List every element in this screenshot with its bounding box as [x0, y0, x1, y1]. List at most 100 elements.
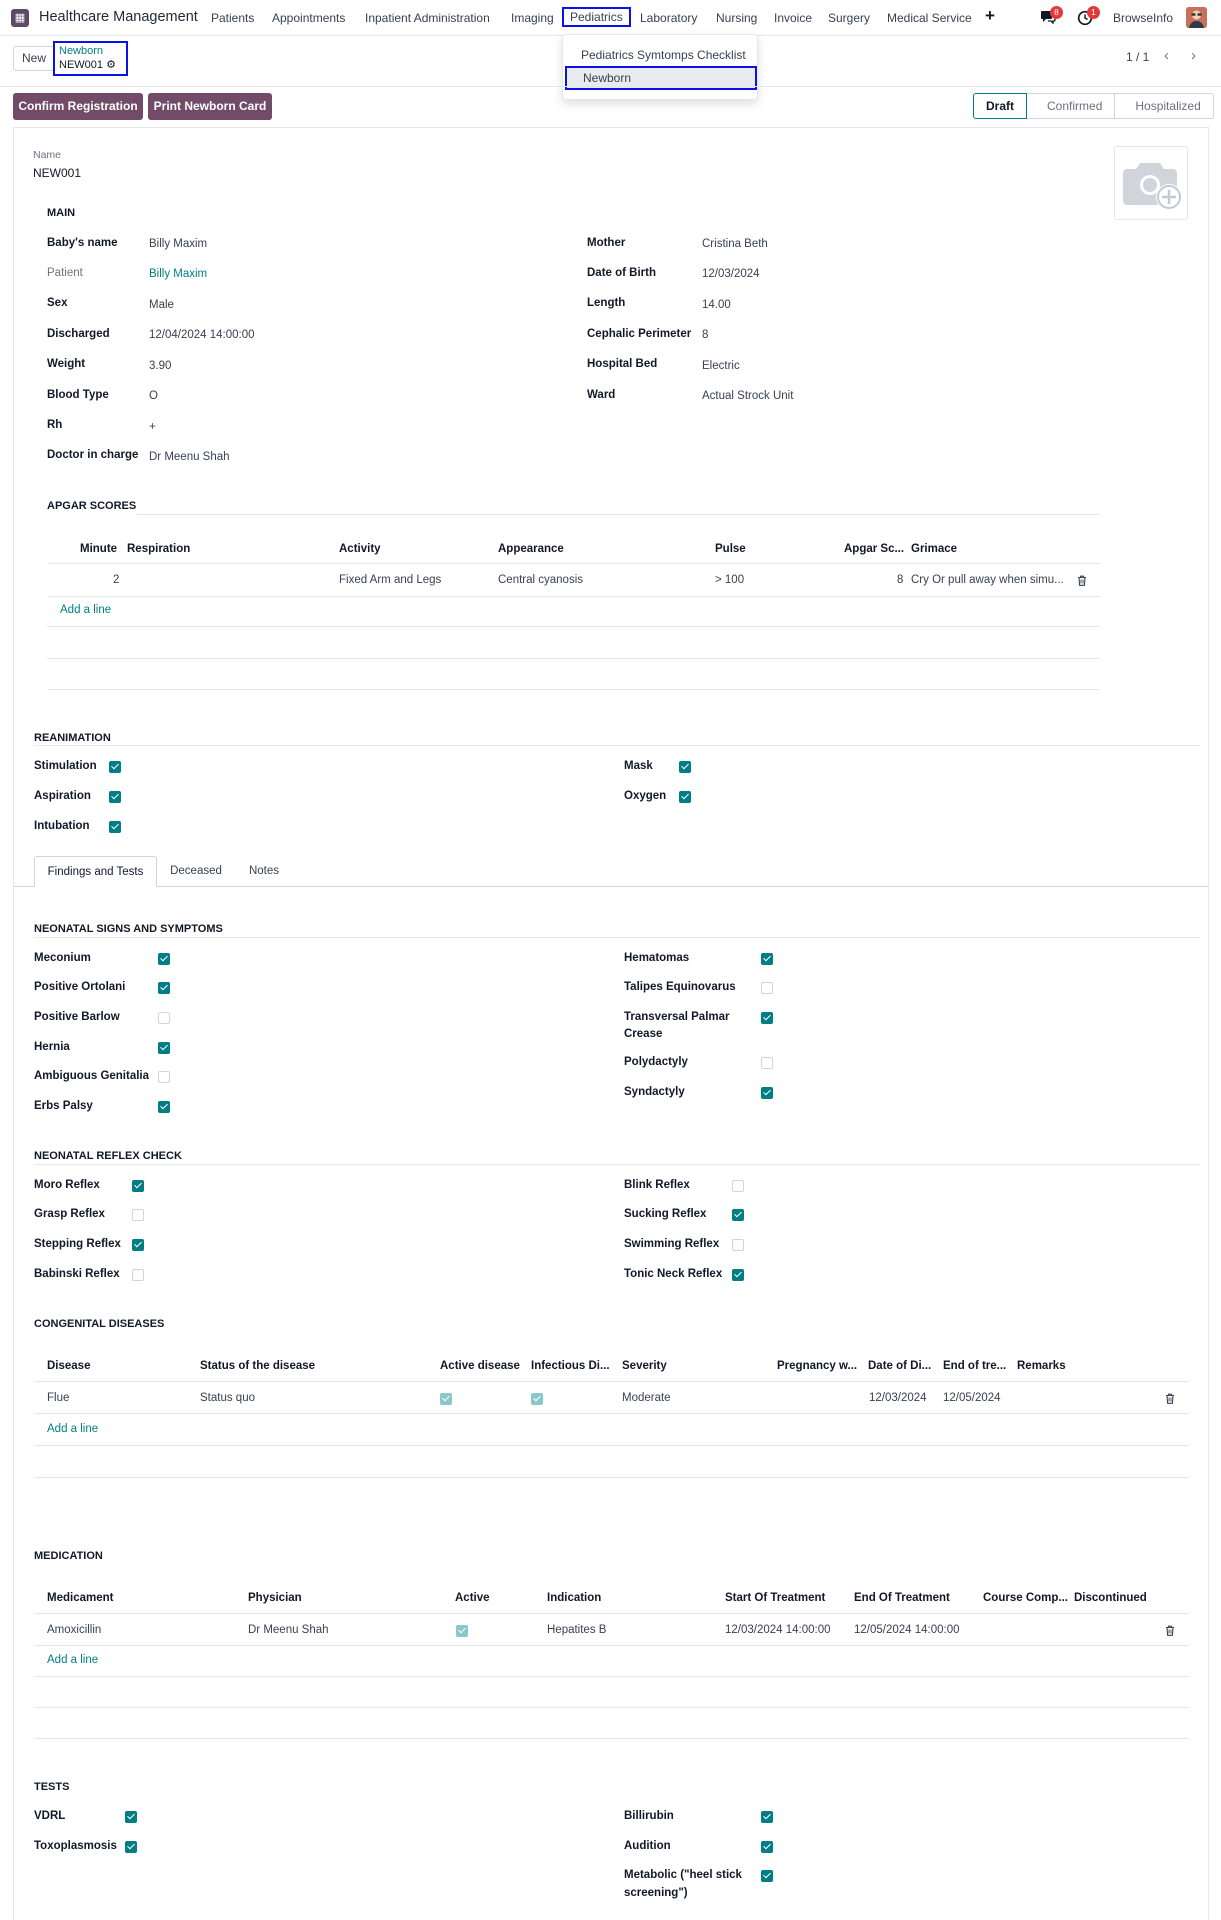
congenital-col-severity[interactable]: Severity [622, 1360, 667, 1372]
medication-col-course[interactable]: Course Comp... [983, 1592, 1068, 1604]
congenital-col-pregnancy[interactable]: Pregnancy w... [777, 1360, 858, 1372]
app-menu-icon[interactable]: ▦ [11, 9, 29, 27]
apgar-col-pulse[interactable]: Pulse [715, 543, 746, 555]
congenital-col-active[interactable]: Active disease [440, 1360, 520, 1372]
grasp-reflex-checkbox[interactable] [132, 1209, 144, 1221]
medication-col-indication[interactable]: Indication [547, 1592, 602, 1604]
medication-col-physician[interactable]: Physician [248, 1592, 302, 1604]
oxygen-checkbox[interactable] [679, 791, 691, 803]
gear-icon[interactable]: ⚙ [106, 59, 116, 71]
name-value[interactable]: NEW001 [33, 166, 82, 180]
vdrl-checkbox[interactable] [125, 1811, 137, 1823]
medication-col-medicament[interactable]: Medicament [47, 1592, 114, 1604]
tab-notes[interactable]: Notes [248, 865, 280, 877]
ward-value[interactable]: Actual Strock Unit [702, 390, 794, 402]
pager-next-icon[interactable]: › [1191, 47, 1196, 64]
stage-confirmed[interactable]: Confirmed [1027, 93, 1116, 119]
print-newborn-card-button[interactable]: Print Newborn Card [148, 93, 272, 120]
medication-col-discontinued[interactable]: Discontinued [1074, 1592, 1147, 1604]
cephalic-perimeter-value[interactable]: 8 [702, 329, 709, 341]
polydactyly-checkbox[interactable] [761, 1057, 773, 1069]
positive-barlow-checkbox[interactable] [158, 1012, 170, 1024]
medication-delete-icon[interactable] [1165, 1625, 1175, 1636]
doctor-in-charge-value[interactable]: Dr Meenu Shah [149, 451, 230, 463]
menu-inpatient-administration[interactable]: Inpatient Administration [365, 11, 490, 25]
menu-nursing[interactable]: Nursing [716, 11, 758, 25]
apgar-col-grimace[interactable]: Grimace [911, 543, 958, 555]
babinski-reflex-checkbox[interactable] [132, 1269, 144, 1281]
menu-surgery[interactable]: Surgery [828, 11, 871, 25]
ambiguous-genitalia-checkbox[interactable] [158, 1071, 170, 1083]
user-avatar[interactable] [1186, 7, 1207, 28]
blood-type-value[interactable]: O [149, 390, 158, 402]
syndactyly-checkbox[interactable] [761, 1087, 773, 1099]
medication-col-active[interactable]: Active [455, 1592, 490, 1604]
mother-value[interactable]: Cristina Beth [702, 238, 768, 250]
positive-ortolani-checkbox[interactable] [158, 982, 170, 994]
apgar-col-score[interactable]: Apgar Sc... [844, 543, 905, 555]
new-button[interactable]: New [13, 46, 55, 71]
erbs-palsy-checkbox[interactable] [158, 1101, 170, 1113]
stage-hospitalized[interactable]: Hospitalized [1115, 93, 1214, 119]
congenital-col-disease[interactable]: Disease [47, 1360, 91, 1372]
hematomas-checkbox[interactable] [761, 953, 773, 965]
toxoplasmosis-checkbox[interactable] [125, 1841, 137, 1853]
pager-value[interactable]: 1 / 1 [1126, 50, 1150, 64]
sucking-reflex-checkbox[interactable] [732, 1209, 744, 1221]
app-brand[interactable]: Healthcare Management [39, 9, 198, 25]
dropdown-item-symptoms-checklist[interactable]: Pediatrics Symtomps Checklist [581, 48, 746, 62]
pager-prev-icon[interactable]: ‹ [1164, 47, 1169, 64]
menu-imaging[interactable]: Imaging [511, 11, 554, 25]
blink-reflex-checkbox[interactable] [732, 1180, 744, 1192]
meconium-checkbox[interactable] [158, 953, 170, 965]
apgar-add-line[interactable]: Add a line [60, 604, 112, 616]
billirubin-checkbox[interactable] [761, 1811, 773, 1823]
aspiration-checkbox[interactable] [109, 791, 121, 803]
congenital-col-remarks[interactable]: Remarks [1017, 1360, 1066, 1372]
transversal-palmar-checkbox[interactable] [761, 1012, 773, 1024]
tab-findings-and-tests[interactable]: Findings and Tests [34, 856, 157, 887]
company-switcher[interactable]: BrowseInfo [1113, 11, 1174, 25]
menu-pediatrics[interactable]: Pediatrics [562, 7, 631, 27]
photo-placeholder[interactable] [1114, 146, 1188, 220]
apgar-col-appearance[interactable]: Appearance [498, 543, 564, 555]
swimming-reflex-checkbox[interactable] [732, 1239, 744, 1251]
menu-appointments[interactable]: Appointments [272, 11, 346, 25]
confirm-registration-button[interactable]: Confirm Registration [13, 93, 143, 120]
congenital-add-line[interactable]: Add a line [47, 1423, 99, 1435]
patient-link[interactable]: Billy Maxim [149, 268, 208, 280]
mask-checkbox[interactable] [679, 761, 691, 773]
talipes-equinovarus-checkbox[interactable] [761, 982, 773, 994]
congenital-col-status[interactable]: Status of the disease [200, 1360, 316, 1372]
medication-add-line[interactable]: Add a line [47, 1654, 99, 1666]
menu-medical-service[interactable]: Medical Service [887, 11, 972, 25]
discharged-value[interactable]: 12/04/2024 14:00:00 [149, 329, 255, 341]
apgar-col-activity[interactable]: Activity [339, 543, 381, 555]
moro-reflex-checkbox[interactable] [132, 1180, 144, 1192]
plus-icon[interactable]: + [985, 6, 995, 25]
apgar-delete-icon[interactable] [1077, 575, 1087, 586]
sex-value[interactable]: Male [149, 299, 174, 311]
breadcrumb-parent-link[interactable]: Newborn [59, 45, 104, 57]
stimulation-checkbox[interactable] [109, 761, 121, 773]
date-of-birth-value[interactable]: 12/03/2024 [702, 268, 760, 280]
intubation-checkbox[interactable] [109, 821, 121, 833]
hospital-bed-value[interactable]: Electric [702, 360, 740, 372]
apgar-col-minute[interactable]: Minute [80, 543, 118, 555]
rh-value[interactable]: + [149, 421, 156, 433]
menu-patients[interactable]: Patients [211, 11, 255, 25]
babys-name-value[interactable]: Billy Maxim [149, 238, 208, 250]
medication-col-end[interactable]: End Of Treatment [854, 1592, 950, 1604]
audition-checkbox[interactable] [761, 1841, 773, 1853]
hernia-checkbox[interactable] [158, 1042, 170, 1054]
tonic-neck-reflex-checkbox[interactable] [732, 1269, 744, 1281]
menu-laboratory[interactable]: Laboratory [640, 11, 698, 25]
menu-invoice[interactable]: Invoice [774, 11, 813, 25]
apgar-col-respiration[interactable]: Respiration [127, 543, 191, 555]
length-value[interactable]: 14.00 [702, 299, 731, 311]
stage-draft[interactable]: Draft [973, 93, 1028, 119]
congenital-col-end[interactable]: End of tre... [943, 1360, 1007, 1372]
stepping-reflex-checkbox[interactable] [132, 1239, 144, 1251]
weight-value[interactable]: 3.90 [149, 360, 172, 372]
tab-deceased[interactable]: Deceased [170, 865, 222, 877]
